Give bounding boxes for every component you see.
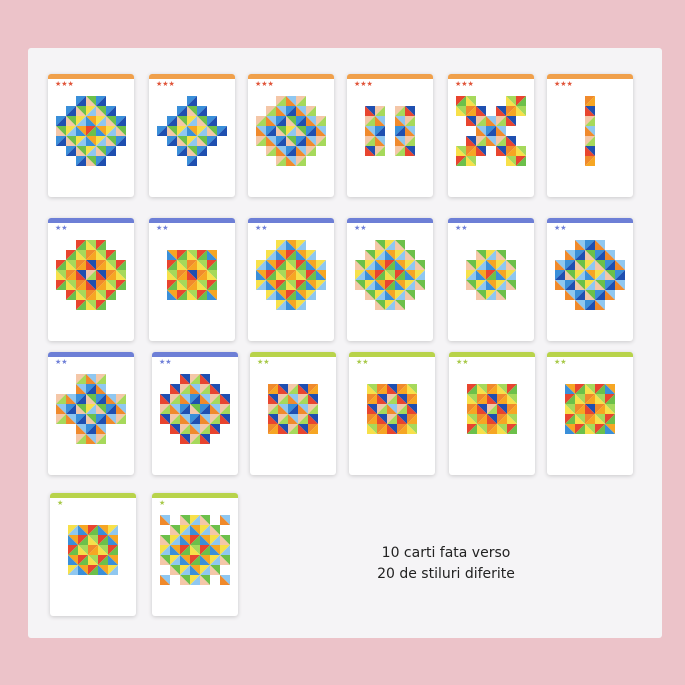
sun-pattern-icon [355,240,425,310]
pattern-card: ★ [50,493,136,616]
pattern-card: ★★ [349,352,435,475]
pattern-card: ★ [152,493,238,616]
pattern-card: ★★★ [347,74,433,197]
caption: 10 carti fata verso 20 de stiluri diferi… [346,543,546,585]
card-level-strip [547,352,633,357]
caption-line-2: 20 de stiluri diferite [377,566,515,582]
card-level-strip [152,352,238,357]
pattern-card: ★★ [547,352,633,475]
card-level-strip [149,218,235,223]
card-level-strip [449,352,535,357]
card-level-strip [547,218,633,223]
card-level-strip [448,218,534,223]
square-diamond-pattern-icon [367,384,417,434]
difficulty-stars-icon: ★★ [255,224,268,232]
difficulty-stars-icon: ★ [159,499,166,507]
pattern-card: ★★★ [248,74,334,197]
pattern-card: ★★ [149,218,235,341]
card-level-strip [48,352,134,357]
cross-blocks-pattern-icon [160,515,230,585]
pattern-card: ★★★ [48,74,134,197]
difficulty-stars-icon: ★★ [455,224,468,232]
card-level-strip [248,218,334,223]
card-level-strip [248,74,334,79]
difficulty-stars-icon: ★★ [356,358,369,366]
diamond-pinwheel-pattern-icon [160,374,230,444]
square-triangles-pattern-icon [565,384,615,434]
pattern-card: ★★★ [149,74,235,197]
diamond-pastel-pattern-icon [555,240,625,310]
difficulty-stars-icon: ★★ [554,224,567,232]
card-level-strip [448,74,534,79]
flower-pattern-icon [256,240,326,310]
pattern-card: ★★ [547,218,633,341]
pattern-card: ★★ [248,218,334,341]
difficulty-stars-icon: ★★ [156,224,169,232]
caption-line-1: 10 carti fata verso [381,545,511,561]
pattern-card: ★★ [152,352,238,475]
card-level-strip [48,74,134,79]
pattern-card: ★★ [48,352,134,475]
difficulty-stars-icon: ★★★ [255,80,274,88]
card-level-strip [50,493,136,498]
pinwheel-pattern-icon [56,96,126,166]
difficulty-stars-icon: ★★ [55,224,68,232]
card-level-strip [347,218,433,223]
card-level-strip [347,74,433,79]
cross-diamond-pattern-icon [157,96,227,166]
pattern-card: ★★ [48,218,134,341]
pattern-card: ★★ [449,352,535,475]
diamond-pattern-icon [56,240,126,310]
difficulty-stars-icon: ★★★ [354,80,373,88]
card-level-strip [547,74,633,79]
difficulty-stars-icon: ★★ [456,358,469,366]
x-shape-pattern-icon [456,96,526,166]
pattern-card: ★★ [448,218,534,341]
card-level-strip [48,218,134,223]
plus-pattern-icon [56,374,126,444]
card-level-strip [152,493,238,498]
difficulty-stars-icon: ★★★ [156,80,175,88]
difficulty-stars-icon: ★★ [554,358,567,366]
square-pinwheel-pattern-icon [167,250,217,300]
column-pattern-icon [585,96,595,166]
card-level-strip [349,352,435,357]
pattern-card: ★★ [347,218,433,341]
difficulty-stars-icon: ★★ [257,358,270,366]
difficulty-stars-icon: ★★ [354,224,367,232]
pattern-card: ★★ [250,352,336,475]
difficulty-stars-icon: ★★★ [55,80,74,88]
plus-diamond-pattern-icon [466,250,516,300]
difficulty-stars-icon: ★★ [159,358,172,366]
difficulty-stars-icon: ★★ [55,358,68,366]
card-level-strip [149,74,235,79]
difficulty-stars-icon: ★★★ [455,80,474,88]
pattern-card: ★★★ [448,74,534,197]
square-rings-pattern-icon [467,384,517,434]
square-mosaic-pattern-icon [68,525,118,575]
card-level-strip [250,352,336,357]
nested-diamond-pattern-icon [256,96,326,166]
pattern-card: ★★★ [547,74,633,197]
difficulty-stars-icon: ★ [57,499,64,507]
difficulty-stars-icon: ★★★ [554,80,573,88]
octagon-pattern-icon [268,384,318,434]
arches-pattern-icon [365,106,415,156]
